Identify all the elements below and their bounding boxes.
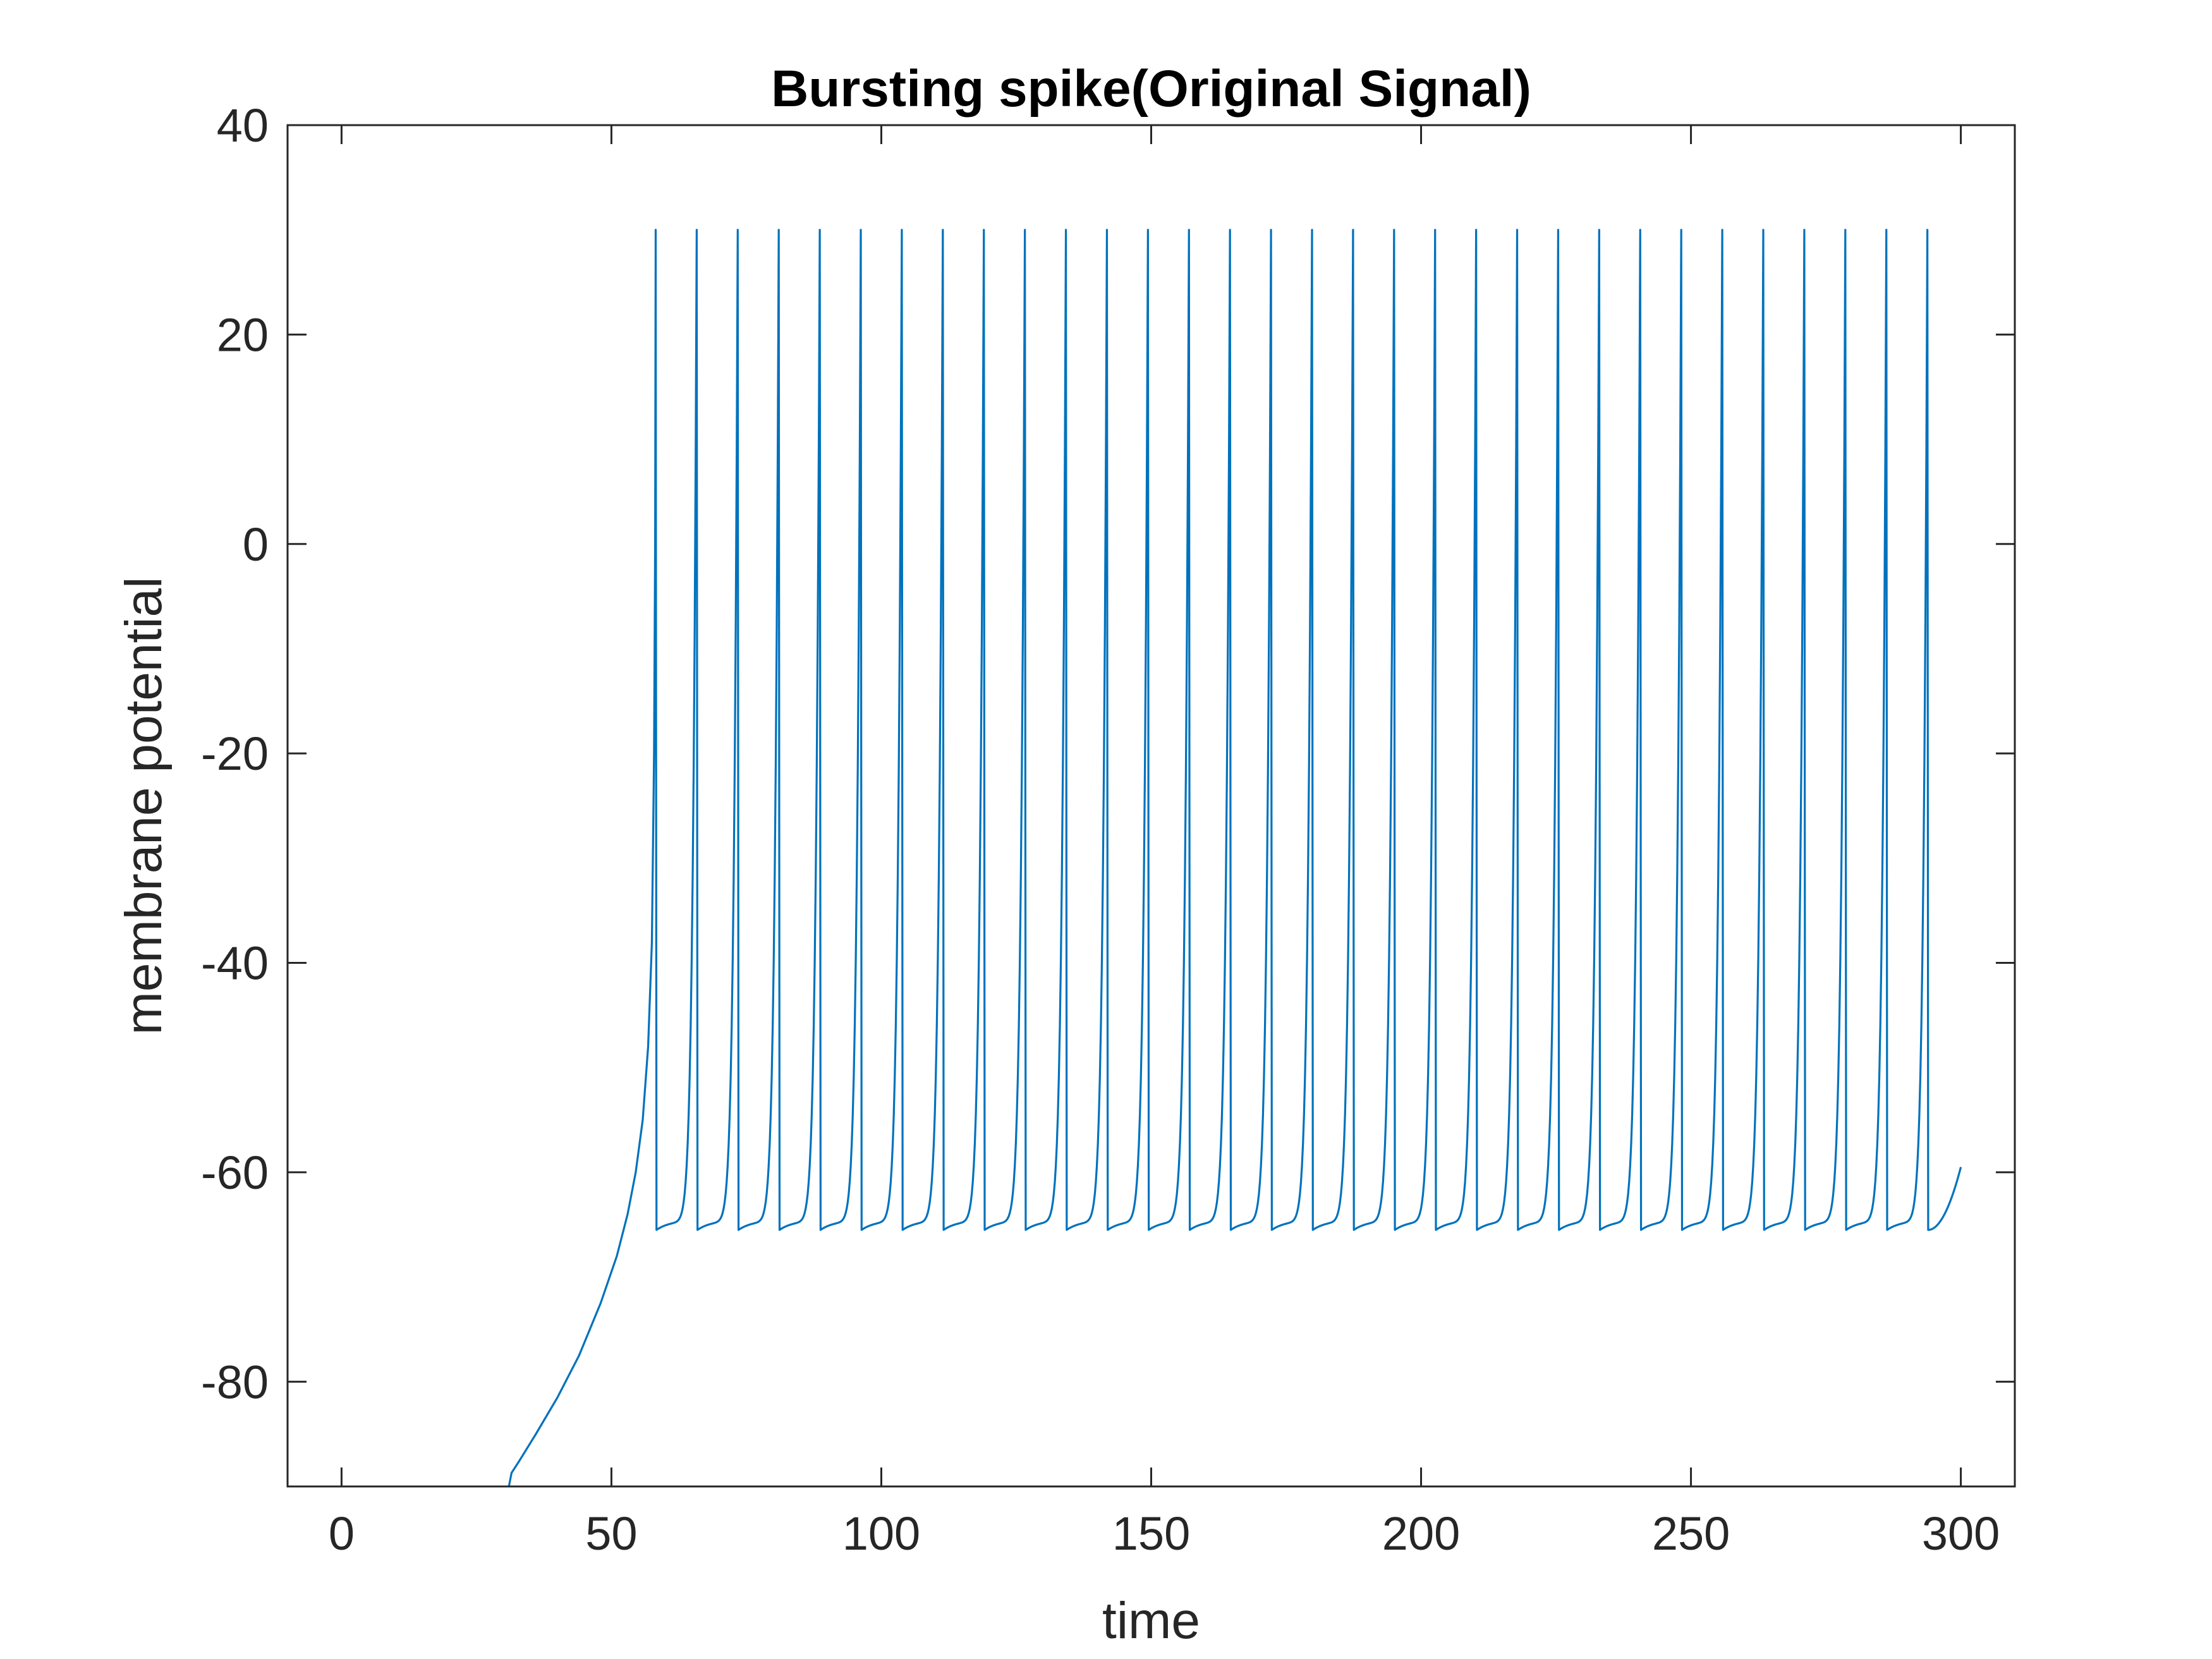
series-layer	[507, 229, 1962, 1487]
x-tick-label: 300	[1922, 1507, 2000, 1560]
plot-area	[288, 125, 2015, 1486]
tick-marks	[288, 124, 2015, 1486]
y-axis-label: membrane potential	[115, 577, 173, 1035]
y-tick-label: -40	[201, 937, 269, 990]
y-tick-label: -60	[201, 1146, 269, 1199]
x-tick-label: 50	[585, 1507, 637, 1560]
x-tick-label: 250	[1652, 1507, 1730, 1560]
tick-labels: 0 50 100 150 200 250 300 -80 -60 -40 -20 0 20 40	[201, 99, 2000, 1560]
x-tick-label: 200	[1382, 1507, 1460, 1560]
y-tick-label: -20	[201, 727, 269, 780]
y-tick-label: -80	[201, 1356, 269, 1408]
y-tick-label: 40	[217, 99, 269, 152]
axes-box	[286, 124, 2016, 1488]
y-tick-label: 0	[243, 518, 269, 571]
chart-title: Bursting spike(Original Signal)	[771, 60, 1531, 118]
x-tick-label: 150	[1112, 1507, 1190, 1560]
y-tick-label: 20	[217, 308, 269, 361]
x-tick-label: 100	[842, 1507, 920, 1560]
membrane-potential-trace	[507, 229, 1962, 1487]
x-axis-label: time	[1102, 1592, 1200, 1650]
x-tick-label: 0	[329, 1507, 355, 1560]
